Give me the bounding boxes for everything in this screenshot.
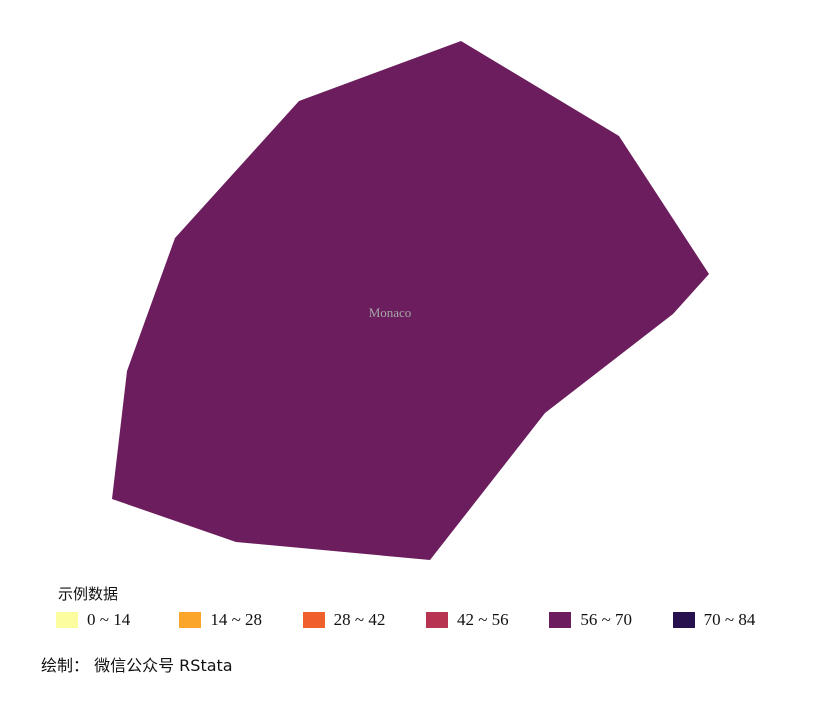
legend-items: 0 ~ 14 14 ~ 28 28 ~ 42 42 ~ 56 56 ~ 70 7… (56, 610, 796, 630)
legend-label: 0 ~ 14 (87, 610, 131, 629)
legend-label: 42 ~ 56 (456, 610, 509, 629)
legend-swatch (302, 612, 325, 628)
legend-label: 14 ~ 28 (210, 610, 263, 629)
legend-label: 70 ~ 84 (703, 610, 756, 629)
caption: 绘制： 微信公众号 RStata (41, 656, 233, 675)
legend-swatch (56, 612, 78, 628)
legend-item: 56 ~ 70 (549, 610, 672, 630)
legend-item: 28 ~ 42 (302, 610, 426, 630)
legend: 示例数据 0 ~ 14 14 ~ 28 28 ~ 42 42 ~ 56 56 ~… (56, 584, 796, 630)
legend-swatch (425, 612, 448, 628)
monaco-label: Monaco (369, 305, 412, 320)
legend-title: 示例数据 (58, 585, 119, 603)
legend-item: 14 ~ 28 (179, 610, 302, 630)
legend-swatch (549, 612, 572, 628)
monaco-region (112, 41, 709, 560)
legend-item: 70 ~ 84 (672, 610, 796, 630)
legend-swatch (672, 612, 695, 628)
legend-item: 42 ~ 56 (425, 610, 549, 630)
legend-label: 28 ~ 42 (333, 610, 386, 629)
legend-label: 56 ~ 70 (580, 610, 633, 629)
legend-item: 0 ~ 14 (56, 610, 179, 630)
legend-swatch (179, 612, 202, 628)
